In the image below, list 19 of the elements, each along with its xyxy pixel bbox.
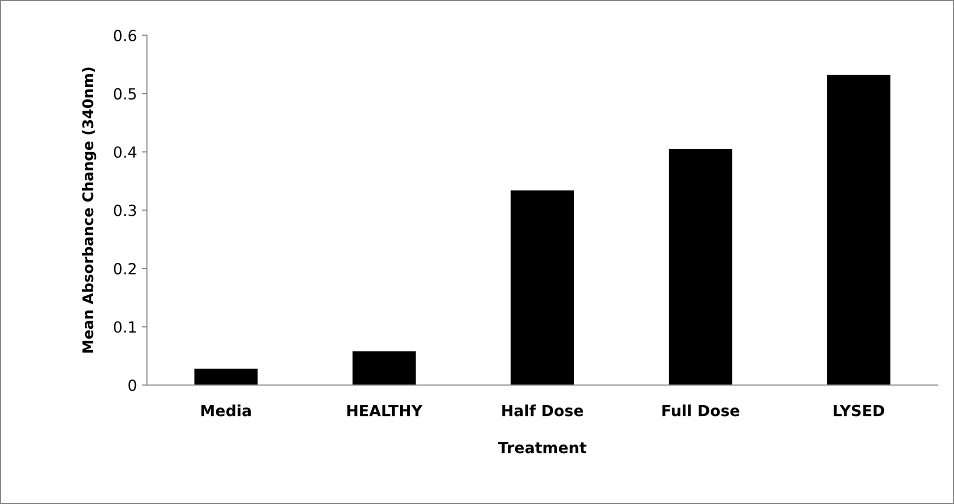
bar bbox=[352, 351, 416, 386]
bar bbox=[827, 74, 890, 386]
y-tick-label: 0 bbox=[128, 380, 136, 392]
x-tick-label: LYSED bbox=[834, 404, 884, 416]
bar bbox=[668, 148, 732, 386]
y-tick-label: 0.3 bbox=[114, 204, 136, 216]
y-axis-title: Mean Absorbance Change (340nm) bbox=[82, 68, 96, 353]
x-tick-label: HEALTHY bbox=[347, 404, 423, 416]
x-axis-title: Treatment bbox=[498, 442, 586, 454]
y-tick-label: 0.4 bbox=[114, 146, 136, 158]
y-tick-label: 0.6 bbox=[114, 30, 136, 42]
x-tick-label: Half Dose bbox=[502, 404, 584, 416]
y-tick-label: 0.2 bbox=[114, 262, 136, 274]
x-tick-label: Media bbox=[201, 404, 251, 416]
y-tick-label: 0.1 bbox=[114, 321, 136, 333]
x-tick-label: Full Dose bbox=[662, 404, 740, 416]
bar bbox=[194, 368, 258, 386]
y-tick-label: 0.5 bbox=[114, 88, 136, 100]
bar bbox=[510, 190, 574, 386]
